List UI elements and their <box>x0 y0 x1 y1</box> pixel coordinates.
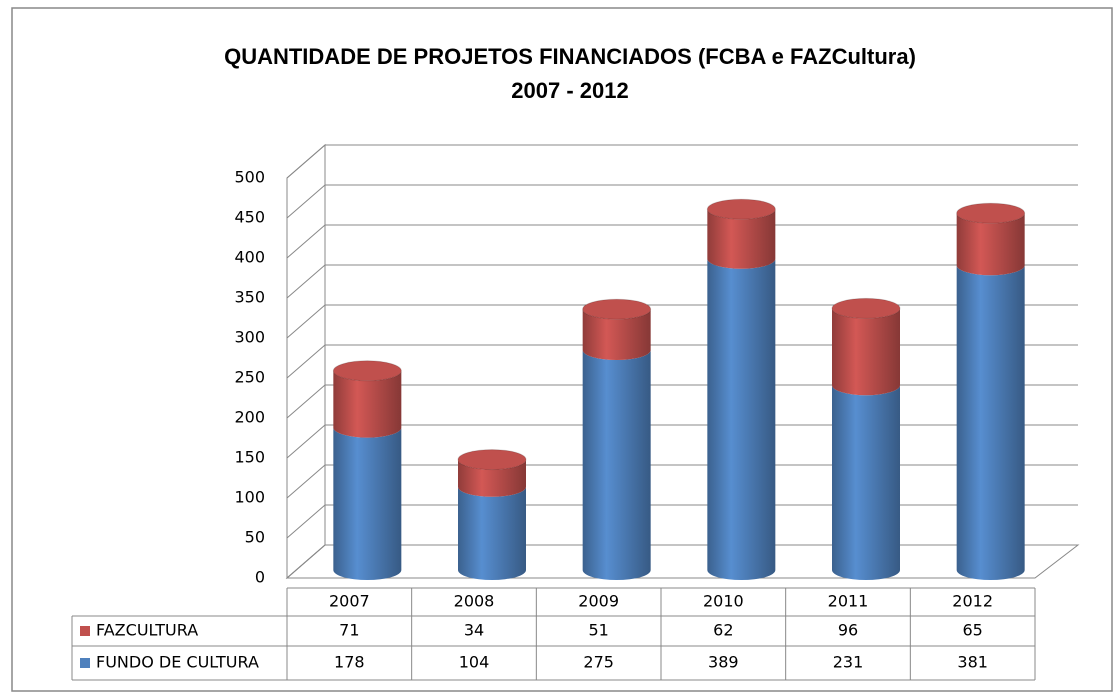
table-value: 34 <box>464 621 484 640</box>
cylinder-segment <box>707 258 776 580</box>
table-value: 96 <box>838 621 858 640</box>
table-value: 62 <box>713 621 733 640</box>
x-tick-label: 2008 <box>454 592 495 611</box>
y-tick-label: 400 <box>234 248 265 267</box>
y-tick-label: 300 <box>234 328 265 347</box>
cylinder-segment <box>333 427 402 580</box>
y-tick-label: 450 <box>234 208 265 227</box>
cylinder-cap <box>956 202 1026 224</box>
grid-line <box>286 184 1078 219</box>
y-tick-label: 0 <box>255 568 265 587</box>
y-tick-label: 50 <box>245 528 265 547</box>
table-value: 178 <box>334 653 365 672</box>
grid-line <box>286 344 1078 379</box>
cylinder-cap <box>332 360 402 382</box>
grid-line <box>286 424 1078 459</box>
legend-key <box>80 658 90 668</box>
cylinder-segment <box>333 370 402 438</box>
cylinder-segment <box>832 385 900 580</box>
cylinder-cap <box>457 449 527 471</box>
cylinder-cap <box>582 298 652 320</box>
grid-line <box>286 224 1078 259</box>
y-tick-label: 500 <box>234 168 265 187</box>
x-tick-label: 2011 <box>828 592 869 611</box>
table-value: 104 <box>459 653 490 672</box>
grid-line <box>286 264 1078 299</box>
table-value: 231 <box>833 653 864 672</box>
cylinder-segment <box>832 308 900 396</box>
chart-title: QUANTIDADE DE PROJETOS FINANCIADOS (FCBA… <box>224 44 916 69</box>
table-value: 381 <box>957 653 988 672</box>
legend-label: FAZCULTURA <box>96 621 198 640</box>
grid-line <box>286 504 1078 539</box>
y-tick-label: 250 <box>234 368 265 387</box>
cylinder-cap <box>831 297 901 319</box>
chart-frame <box>11 7 1113 692</box>
table-value: 51 <box>588 621 608 640</box>
y-tick-label: 100 <box>234 488 265 507</box>
cylinder-segment <box>956 265 1025 580</box>
grid-line <box>286 144 1078 179</box>
cylinder-segment <box>582 309 651 360</box>
x-tick-label: 2009 <box>578 592 619 611</box>
x-tick-label: 2010 <box>703 592 744 611</box>
grid-line <box>286 544 1078 579</box>
cylinder-segment <box>458 459 526 497</box>
grid-line <box>286 384 1078 419</box>
y-tick-label: 350 <box>234 288 265 307</box>
cylinder-segment <box>956 213 1025 276</box>
table-value: 275 <box>583 653 614 672</box>
table-value: 65 <box>962 621 982 640</box>
cylinder-cap <box>706 198 776 220</box>
y-tick-label: 200 <box>234 408 265 427</box>
grid-line <box>286 464 1078 499</box>
cylinder-segment <box>582 350 651 580</box>
legend-label: FUNDO DE CULTURA <box>96 653 259 672</box>
x-tick-label: 2012 <box>952 592 993 611</box>
y-tick-label: 150 <box>234 448 265 467</box>
cylinder-segment <box>707 209 776 269</box>
chart-subtitle: 2007 - 2012 <box>511 78 628 103</box>
table-value: 71 <box>339 621 359 640</box>
legend-key <box>80 626 90 636</box>
cylinder-segment <box>458 486 526 580</box>
table-value: 389 <box>708 653 739 672</box>
grid-line <box>286 304 1078 339</box>
x-tick-label: 2007 <box>329 592 370 611</box>
